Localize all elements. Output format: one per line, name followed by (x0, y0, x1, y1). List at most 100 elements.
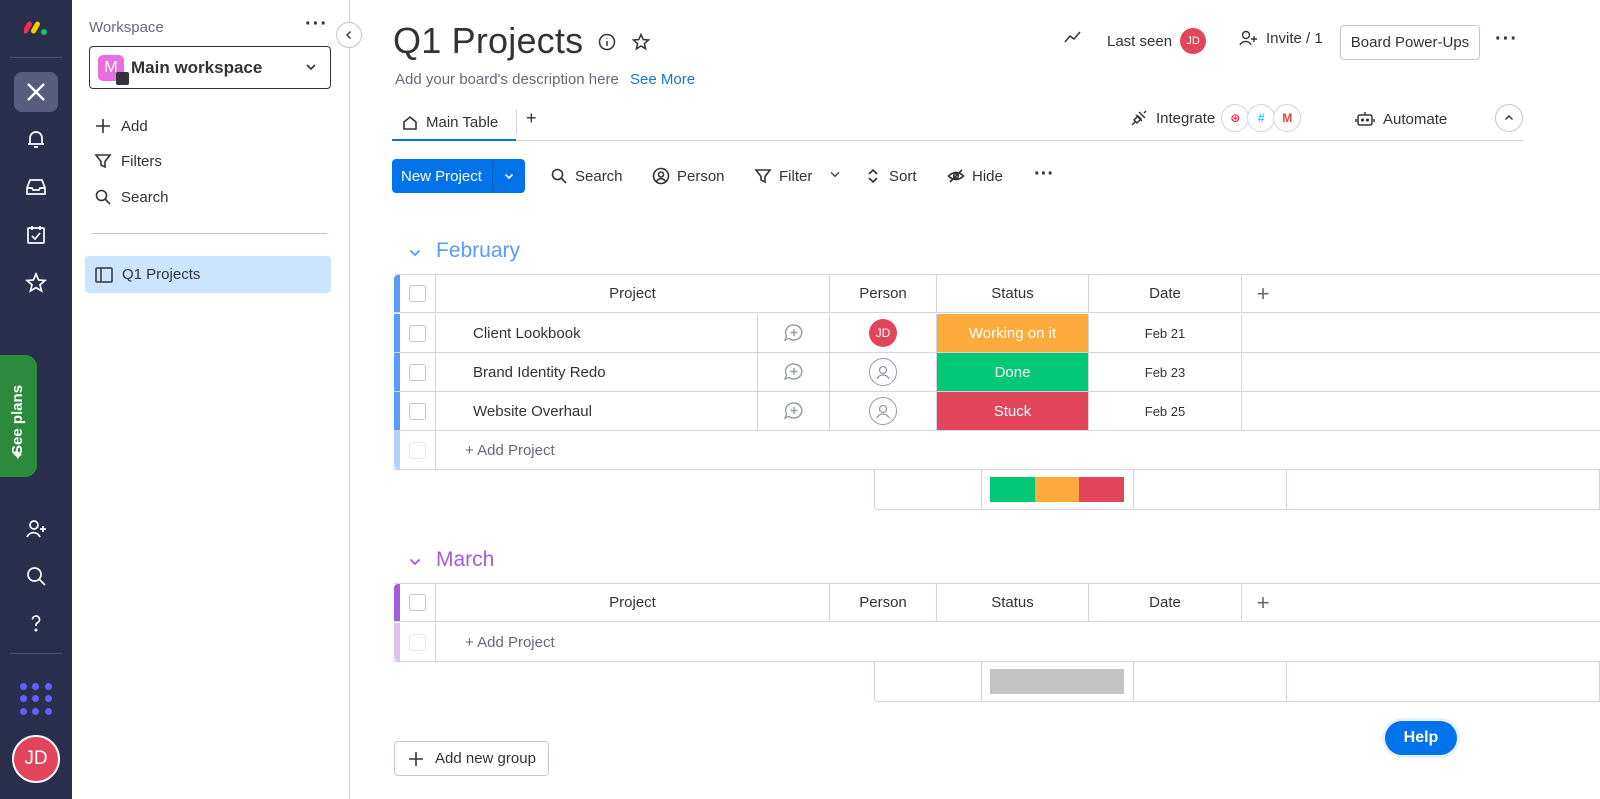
status-segment (990, 669, 1124, 694)
column-header-person[interactable]: Person (830, 584, 937, 621)
tab-main-table[interactable]: Main Table (392, 106, 516, 141)
activity-icon[interactable] (1063, 28, 1083, 46)
date-cell[interactable]: Feb 21 (1089, 314, 1242, 352)
user-avatar[interactable]: JD (12, 735, 60, 783)
info-icon[interactable] (597, 32, 617, 52)
calendar-check-icon[interactable] (21, 220, 51, 250)
new-project-button[interactable]: New Project (392, 159, 525, 193)
project-name-cell[interactable]: Website Overhaul (436, 392, 758, 430)
add-project-input[interactable]: + Add Project (465, 633, 555, 651)
status-distribution-bar[interactable] (990, 477, 1124, 502)
row-checkbox[interactable] (409, 363, 426, 381)
conversation-cell[interactable] (758, 353, 830, 391)
date-cell[interactable]: Feb 25 (1089, 392, 1242, 430)
status-segment (990, 477, 1035, 502)
column-header-person[interactable]: Person (830, 275, 937, 312)
group-color-bar (394, 353, 400, 391)
workspace-selector[interactable]: M Main workspace (89, 46, 331, 89)
column-header-project[interactable]: Project (436, 275, 830, 312)
see-plans-button[interactable]: See plans ✦ (0, 355, 37, 477)
board-description[interactable]: Add your board's description here See Mo… (395, 71, 695, 88)
left-rail: See plans ✦ JD (0, 0, 72, 799)
person-cell[interactable]: JD (830, 314, 937, 352)
last-seen[interactable]: Last seen JD (1107, 28, 1207, 54)
group-summary-row (874, 470, 1600, 510)
status-distribution-bar[interactable] (990, 669, 1124, 694)
see-more-link[interactable]: See More (630, 71, 696, 88)
sparkle-icon: ✦ (12, 447, 24, 463)
invite-user-icon[interactable] (21, 514, 51, 544)
toolbar-search[interactable]: Search (550, 167, 623, 185)
star-icon[interactable] (631, 32, 651, 52)
new-project-dropdown[interactable] (493, 170, 525, 182)
inbox-icon[interactable] (21, 172, 51, 202)
monday-logo-icon[interactable] (21, 12, 51, 42)
page-title[interactable]: Q1 Projects (393, 20, 584, 61)
automate-button[interactable]: Automate (1355, 110, 1447, 128)
board-more-icon[interactable]: ··· (1495, 28, 1518, 50)
row-checkbox[interactable] (409, 402, 426, 420)
add-column-button[interactable]: + (1256, 589, 1270, 615)
toolbar-filter[interactable]: Filter (754, 167, 812, 185)
date-cell[interactable]: Feb 23 (1089, 353, 1242, 391)
conversation-cell[interactable] (758, 392, 830, 430)
row-checkbox (409, 633, 426, 651)
add-view-button[interactable]: + (526, 108, 537, 128)
toolbar-more-icon[interactable]: ··· (1034, 163, 1054, 185)
star-icon[interactable] (21, 268, 51, 298)
summary-person-cell (875, 662, 982, 701)
search-icon[interactable] (21, 561, 51, 591)
invite-button[interactable]: Invite / 1 (1238, 28, 1323, 48)
toolbar-person[interactable]: Person (652, 167, 725, 185)
workspace-icon[interactable] (21, 77, 51, 107)
project-name-cell[interactable]: Client Lookbook (436, 314, 758, 352)
toolbar-filter-label: Filter (779, 167, 813, 185)
invite-user-icon (1239, 30, 1257, 46)
row-checkbox[interactable] (409, 324, 426, 342)
column-header-status[interactable]: Status (937, 584, 1089, 621)
add-new-group-button[interactable]: Add new group (394, 741, 549, 776)
select-all-checkbox[interactable] (409, 285, 426, 302)
filter-dropdown[interactable] (828, 167, 849, 181)
column-header-project[interactable]: Project (436, 584, 830, 621)
sidebar-add[interactable]: Add (94, 117, 148, 135)
column-header-date[interactable]: Date (1089, 275, 1242, 312)
add-project-input[interactable]: + Add Project (465, 441, 555, 459)
collapse-header-button[interactable] (1495, 104, 1523, 132)
group-title-february[interactable]: February (436, 239, 521, 262)
sidebar-item-q1-projects[interactable]: Q1 Projects (85, 256, 331, 293)
workspace-more-icon[interactable]: ··· (305, 13, 328, 35)
add-project-row: + Add Project (394, 623, 1600, 662)
toolbar-sort[interactable]: Sort (864, 167, 917, 185)
person-cell[interactable] (830, 353, 937, 391)
person-cell[interactable] (830, 392, 937, 430)
project-name-cell[interactable]: Brand Identity Redo (436, 353, 758, 391)
column-header-date[interactable]: Date (1089, 584, 1242, 621)
collapse-sidebar-button[interactable] (336, 22, 362, 48)
sidebar-filters[interactable]: Filters (94, 152, 162, 170)
chevron-down-icon[interactable] (408, 555, 422, 569)
sidebar-search[interactable]: Search (94, 188, 169, 206)
integrate-button[interactable]: Integrate ⊛ # M (1130, 104, 1302, 132)
status-cell[interactable]: Working on it (937, 314, 1089, 352)
status-cell[interactable]: Stuck (937, 392, 1089, 430)
toolbar-hide[interactable]: Hide (947, 167, 1003, 185)
help-button[interactable]: Help (1385, 721, 1457, 755)
chevron-down-icon[interactable] (408, 246, 422, 260)
apps-grid-icon[interactable] (20, 683, 52, 715)
robot-icon (1355, 112, 1375, 126)
group-title-march[interactable]: March (436, 548, 495, 571)
help-icon[interactable] (21, 608, 51, 638)
bell-icon[interactable] (21, 124, 51, 154)
summary-status-cell (982, 662, 1134, 701)
add-column-button[interactable]: + (1256, 280, 1270, 306)
row-select-cell (400, 431, 436, 469)
summary-status-cell (982, 470, 1134, 509)
home-icon (403, 115, 417, 130)
invite-label: Invite / 1 (1266, 29, 1323, 47)
conversation-cell[interactable] (758, 314, 830, 352)
board-power-ups-button[interactable]: Board Power-Ups (1340, 25, 1480, 60)
status-cell[interactable]: Done (937, 353, 1089, 391)
select-all-checkbox[interactable] (409, 594, 426, 611)
column-header-status[interactable]: Status (937, 275, 1089, 312)
